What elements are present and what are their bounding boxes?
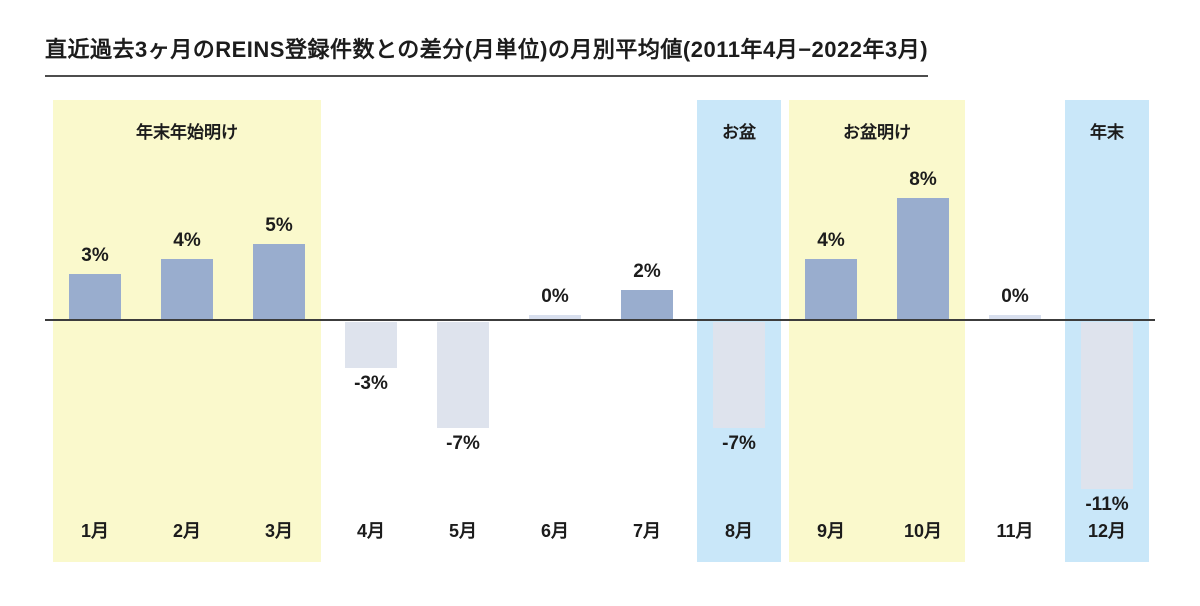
season-band-label: 年末: [1090, 123, 1124, 142]
bar-3月: [253, 244, 305, 320]
bar-1月: [69, 274, 121, 320]
value-label-9月: 4%: [817, 230, 845, 251]
month-label-9月: 9月: [816, 521, 845, 541]
month-label-3月: 3月: [264, 521, 293, 541]
value-label-10月: 8%: [909, 169, 937, 190]
month-label-2月: 2月: [172, 521, 201, 541]
value-label-2月: 4%: [173, 230, 201, 251]
month-label-12月: 12月: [1087, 521, 1127, 541]
value-label-5月: -7%: [446, 433, 480, 454]
month-label-1月: 1月: [80, 521, 109, 541]
month-label-4月: 4月: [356, 521, 385, 541]
bar-5月: [437, 322, 489, 428]
bar-6月: [529, 315, 581, 320]
value-label-1月: 3%: [81, 245, 109, 266]
month-label-11月: 11月: [996, 521, 1034, 541]
value-label-3月: 5%: [265, 215, 293, 236]
value-label-12月: -11%: [1085, 494, 1129, 515]
value-label-6月: 0%: [541, 286, 569, 307]
month-label-8月: 8月: [724, 521, 753, 541]
bar-10月: [897, 198, 949, 320]
value-label-8月: -7%: [722, 433, 756, 454]
bar-4月: [345, 322, 397, 368]
season-band-3: お盆明け: [789, 100, 965, 562]
bar-2月: [161, 259, 213, 320]
zero-axis-line: [45, 319, 1155, 321]
month-label-6月: 6月: [540, 521, 569, 541]
bar-8月: [713, 322, 765, 428]
value-label-4月: -3%: [354, 373, 388, 394]
monthly-average-bar-chart: 年末年始明け お盆 お盆明け 年末 3% 1月 4% 2月 5% 3月 -3% 4月 -7% 5月 0% 6月…: [45, 100, 1155, 562]
value-label-7月: 2%: [633, 261, 661, 282]
bar-12月: [1081, 322, 1133, 489]
season-band-label: お盆: [722, 123, 756, 142]
month-label-5月: 5月: [448, 521, 477, 541]
season-band-label: お盆明け: [843, 123, 911, 142]
value-label-11月: 0%: [1001, 286, 1029, 307]
month-label-7月: 7月: [632, 521, 661, 541]
season-band-1: 年末年始明け: [53, 100, 321, 562]
bar-9月: [805, 259, 857, 320]
bar-7月: [621, 290, 673, 320]
month-label-10月: 10月: [903, 521, 943, 541]
bar-11月: [989, 315, 1041, 320]
season-band-label: 年末年始明け: [136, 123, 238, 142]
chart-title: 直近過去3ヶ月のREINS登録件数との差分(月単位)の月別平均値(2011年4月…: [45, 32, 929, 77]
